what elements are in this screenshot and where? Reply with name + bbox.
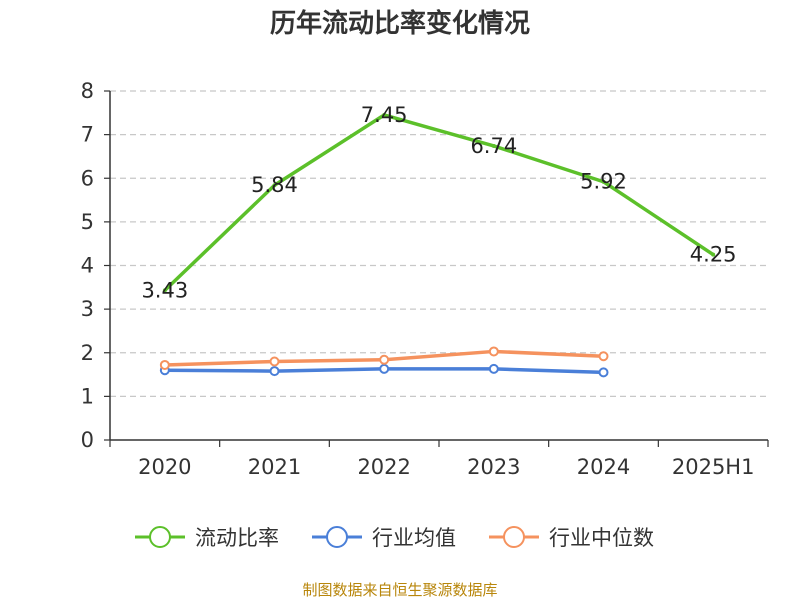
x-tick-label: 2024 [577,455,630,479]
y-tick-label: 5 [81,210,94,234]
series-point [598,367,609,378]
x-tick-label: 2022 [357,455,410,479]
series-point [598,351,609,362]
legend-label: 行业中位数 [549,526,654,550]
x-tick-label: 2020 [138,455,191,479]
y-tick-label: 0 [81,428,94,452]
legend-label: 流动比率 [195,526,279,550]
series-point [601,179,606,184]
y-tick-label: 3 [81,297,94,321]
data-label: 5.92 [580,170,627,194]
x-tick-label: 2021 [248,455,301,479]
x-tick-label: 2025H1 [672,455,755,479]
series-point [491,143,496,148]
legend-marker [503,526,525,548]
series-line-0 [163,113,715,293]
series-point [269,356,280,367]
series-point [159,359,170,370]
data-label: 7.45 [361,103,408,127]
legend-item-2[interactable]: 行业中位数 [489,526,654,550]
x-tick-label: 2023 [467,455,520,479]
series-point [162,288,167,293]
y-tick-label: 8 [81,79,94,103]
legend[interactable]: 流动比率 行业均值 行业中位数 [135,526,654,550]
y-tick-label: 4 [81,254,94,278]
series-point [269,366,280,377]
axes: 0 1 2 3 4 5 6 7 8 2020 2021 2022 2023 2024 2025H1 [81,79,769,479]
series-point [488,363,499,374]
y-tick-label: 6 [81,166,94,190]
legend-item-1[interactable]: 行业均值 [312,526,456,550]
grid-lines [110,90,768,397]
data-label: 3.43 [141,278,188,302]
data-labels: 3.43 5.84 7.45 6.74 5.92 4.25 [141,103,736,302]
chart-title: 历年流动比率变化情况 [270,8,530,39]
legend-marker [149,526,171,548]
data-label: 4.25 [690,243,737,267]
source-note: 制图数据来自恒生聚源数据库 [302,581,497,599]
series-point [379,363,390,374]
y-tick-label: 7 [81,123,94,147]
data-label: 6.74 [470,134,517,158]
series-point [272,183,277,188]
series-point [711,252,716,257]
legend-label: 行业均值 [372,526,456,550]
series-point [379,354,390,365]
legend-item-0[interactable]: 流动比率 [135,526,279,550]
series-point [488,346,499,357]
y-tick-label: 2 [81,341,94,365]
legend-marker [326,526,348,548]
series-point [382,112,387,117]
y-tick-label: 1 [81,384,94,408]
series-lines [159,112,716,378]
data-label: 5.84 [251,173,298,197]
